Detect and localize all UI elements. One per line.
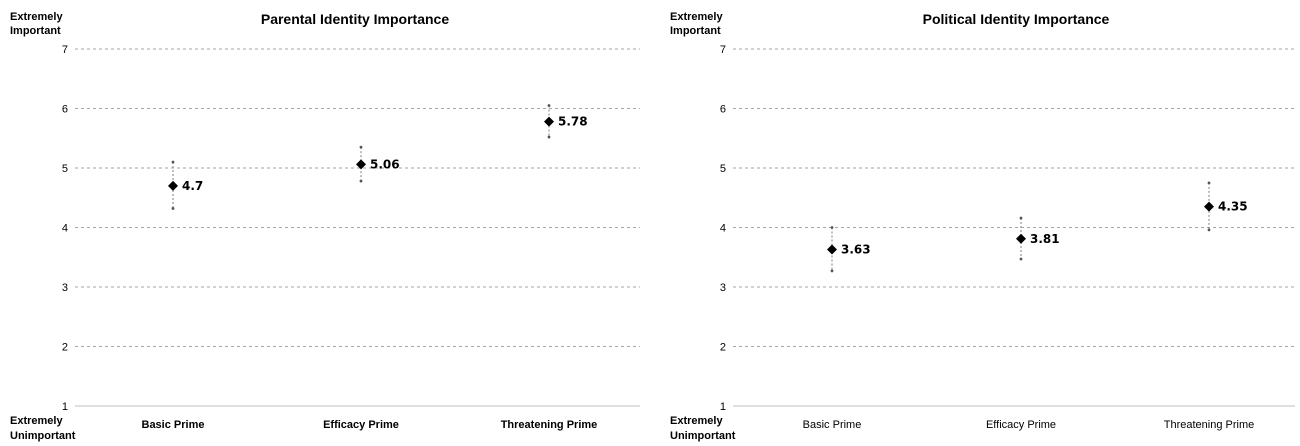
chart-panel-1: Parental Identity Importance Extremely Imp…: [10, 11, 640, 442]
x-category-label: Efficacy Prime: [986, 419, 1056, 431]
data-label: 5.78: [558, 115, 588, 129]
data-label: 3.81: [1030, 232, 1060, 246]
error-bar-cap-low: [1019, 257, 1023, 261]
y-tick-label: 2: [720, 342, 726, 354]
data-point-marker: [168, 180, 178, 191]
x-category-label: Basic Prime: [142, 419, 205, 431]
chart-title: Political Identity Importance: [923, 11, 1110, 27]
y-bottom-anchor-label: Extremely: [670, 415, 723, 427]
data-label: 4.35: [1218, 200, 1248, 214]
y-top-anchor-label: Extremely: [10, 11, 63, 23]
y-bottom-anchor-label: Unimportant: [670, 430, 736, 442]
data-point-marker: [827, 244, 837, 255]
data-point-marker: [1016, 233, 1026, 244]
x-category-label: Efficacy Prime: [323, 419, 399, 431]
y-tick-label: 2: [62, 342, 68, 354]
y-tick-label: 5: [62, 163, 68, 175]
y-tick-label: 1: [62, 401, 68, 413]
y-tick-label: 7: [62, 44, 68, 56]
data-label: 3.63: [841, 243, 871, 257]
y-tick-label: 6: [62, 104, 68, 116]
error-bar-cap-high: [1207, 181, 1211, 185]
y-top-anchor-label: Important: [670, 25, 721, 37]
y-bottom-anchor-label: Unimportant: [10, 430, 76, 442]
data-label: 5.06: [370, 157, 400, 171]
y-bottom-anchor-label: Extremely: [10, 415, 63, 427]
data-point-marker: [1204, 201, 1214, 212]
y-tick-label: 6: [720, 104, 726, 116]
data-label: 4.7: [182, 179, 203, 193]
error-bar-cap-low: [1207, 228, 1211, 232]
error-bar-cap-high: [1019, 216, 1023, 220]
error-bar-cap-high: [171, 160, 175, 164]
y-top-anchor-label: Extremely: [670, 11, 723, 23]
data-point-marker: [356, 159, 366, 170]
x-category-label: Basic Prime: [803, 419, 862, 431]
y-tick-label: 4: [720, 223, 726, 235]
y-top-anchor-label: Important: [10, 25, 61, 37]
y-tick-label: 3: [62, 282, 68, 294]
error-bar-cap-low: [830, 269, 834, 273]
y-tick-label: 5: [720, 163, 726, 175]
y-tick-label: 3: [720, 282, 726, 294]
data-point-marker: [544, 116, 554, 127]
error-bar-cap-high: [547, 104, 551, 107]
y-tick-label: 4: [62, 223, 68, 235]
chart-title: Parental Identity Importance: [261, 11, 449, 27]
error-bar-cap-high: [830, 226, 834, 229]
chart-panel-2: Political Identity Importance Extremely Im…: [670, 11, 1295, 442]
x-category-label: Threatening Prime: [501, 419, 598, 431]
x-category-label: Threatening Prime: [1164, 419, 1255, 431]
error-bar-cap-low: [359, 179, 363, 183]
y-tick-label: 7: [720, 44, 726, 56]
y-tick-label: 1: [720, 401, 726, 413]
error-bar-cap-high: [359, 145, 363, 149]
error-bar-cap-low: [547, 135, 551, 139]
error-bar-cap-low: [171, 207, 175, 210]
